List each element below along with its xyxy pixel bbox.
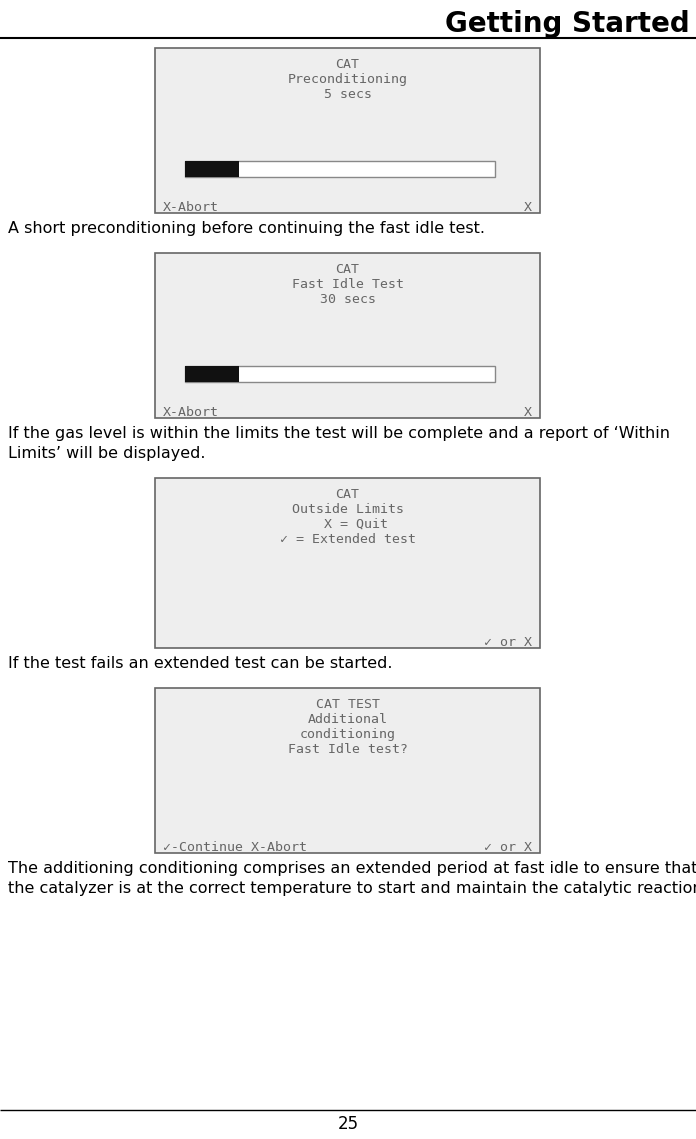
Text: CAT: CAT [335,263,360,276]
Text: Outside Limits: Outside Limits [292,503,404,516]
Text: ✓-Continue X-Abort: ✓-Continue X-Abort [163,841,307,854]
Text: If the gas level is within the limits the test will be complete and a report of : If the gas level is within the limits th… [8,426,670,461]
Text: Fast Idle Test: Fast Idle Test [292,278,404,290]
Bar [185,161,495,177]
Text: X: X [524,405,532,419]
Text: Getting Started: Getting Started [445,10,690,38]
Text: conditioning: conditioning [299,728,395,741]
Text: ✓ = Extended test: ✓ = Extended test [280,533,416,546]
Text: X = Quit: X = Quit [308,518,388,531]
Text: Additional: Additional [308,713,388,726]
Text: ✓ or X: ✓ or X [484,841,532,854]
Text: 30 secs: 30 secs [319,293,376,306]
Bar [185,366,495,382]
Text: If the test fails an extended test can be started.: If the test fails an extended test can b… [8,656,393,671]
Bar [155,688,540,853]
Text: 5 secs: 5 secs [324,88,372,101]
Text: CAT: CAT [335,58,360,71]
Text: A short preconditioning before continuing the fast idle test.: A short preconditioning before continuin… [8,221,485,236]
Text: ✓ or X: ✓ or X [484,636,532,649]
Text: X-Abort: X-Abort [163,200,219,214]
Text: CAT TEST: CAT TEST [315,698,379,711]
Bar [155,48,540,213]
Text: 25: 25 [338,1115,358,1133]
Text: X-Abort: X-Abort [163,405,219,419]
Bar [185,161,239,177]
Text: X: X [524,200,532,214]
Text: Fast Idle test?: Fast Idle test? [287,743,407,756]
Text: The additioning conditioning comprises an extended period at fast idle to ensure: The additioning conditioning comprises a… [8,861,696,895]
Text: CAT: CAT [335,487,360,501]
Text: Preconditioning: Preconditioning [287,73,407,87]
Bar [185,366,239,382]
Bar [155,478,540,648]
Bar [155,253,540,418]
